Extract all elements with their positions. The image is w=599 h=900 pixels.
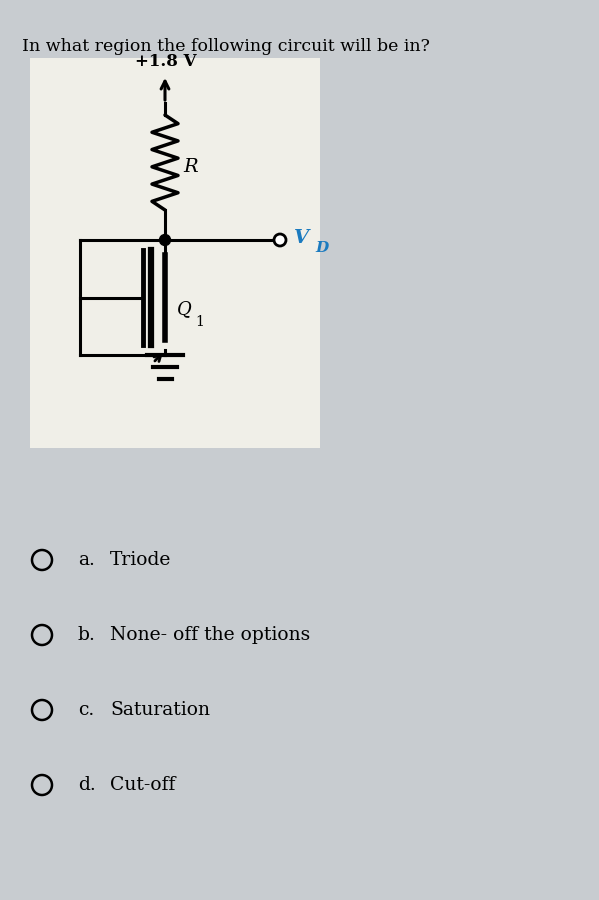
Text: b.: b.: [78, 626, 96, 644]
Text: Saturation: Saturation: [110, 701, 210, 719]
FancyBboxPatch shape: [30, 58, 320, 448]
Text: Cut-off: Cut-off: [110, 776, 176, 794]
Text: Triode: Triode: [110, 551, 171, 569]
Circle shape: [159, 235, 171, 246]
Text: Q: Q: [177, 301, 192, 319]
Text: None- off the options: None- off the options: [110, 626, 310, 644]
Text: a.: a.: [78, 551, 95, 569]
Text: c.: c.: [78, 701, 94, 719]
Circle shape: [274, 234, 286, 246]
Text: +1.8 V: +1.8 V: [135, 53, 196, 70]
Text: R: R: [183, 158, 198, 176]
Text: D: D: [315, 241, 328, 255]
Text: In what region the following circuit will be in?: In what region the following circuit wil…: [22, 38, 430, 55]
Text: 1: 1: [195, 314, 204, 328]
Text: d.: d.: [78, 776, 96, 794]
Text: V: V: [294, 229, 309, 247]
